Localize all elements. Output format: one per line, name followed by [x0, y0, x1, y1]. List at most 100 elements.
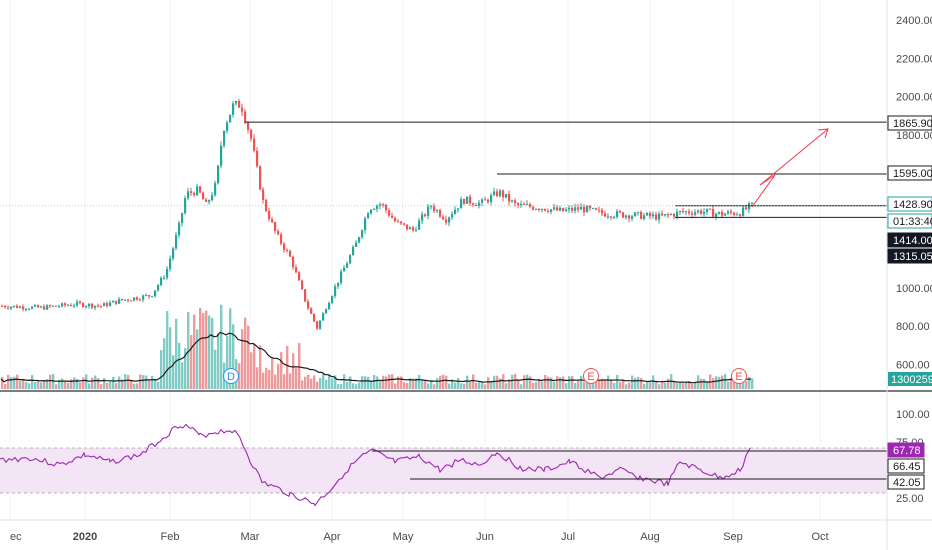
- rsi-tags: 67.78 66.45 42.05: [887, 442, 925, 490]
- volume-bar: [328, 374, 331, 389]
- candle-body: [85, 306, 88, 308]
- candle-body: [424, 214, 427, 216]
- candle-body: [646, 212, 649, 216]
- candle-body: [196, 186, 199, 196]
- volume-bar: [700, 378, 703, 389]
- candle-body: [502, 190, 505, 198]
- earnings-marker-sep[interactable]: E: [731, 368, 747, 384]
- earnings-marker-jul[interactable]: E: [583, 368, 599, 384]
- candle-body: [721, 211, 724, 216]
- candle-body: [256, 150, 259, 167]
- candle-body: [460, 199, 463, 209]
- candle-body: [226, 122, 229, 131]
- volume-bar: [607, 375, 610, 389]
- candle-body: [148, 295, 151, 297]
- candle-body: [136, 297, 139, 300]
- volume-bar: [40, 382, 43, 389]
- volume-bar: [640, 378, 643, 389]
- volume-bar: [412, 378, 415, 389]
- volume-bar: [16, 374, 19, 389]
- volume-bar: [289, 373, 292, 389]
- candle-body: [262, 189, 265, 200]
- volume-bar: [550, 377, 553, 389]
- svg-text:1414.00: 1414.00: [893, 235, 932, 247]
- candle-body: [466, 196, 469, 204]
- volume-bar: [133, 383, 136, 389]
- volume-bar: [127, 374, 130, 389]
- volume-bar: [244, 317, 247, 389]
- candle-body: [28, 308, 31, 310]
- support-resistance-lines[interactable]: [0, 121, 887, 218]
- candle-body: [187, 191, 190, 199]
- candle-body: [655, 214, 658, 220]
- candle-body: [604, 213, 607, 217]
- candle-body: [616, 211, 619, 217]
- candle-body: [292, 256, 295, 268]
- candle-body: [286, 249, 289, 251]
- volume-bar: [346, 381, 349, 389]
- volume-bar: [166, 311, 169, 389]
- volume-bar: [265, 367, 268, 389]
- volume-bar: [454, 382, 457, 389]
- volume-bar: [148, 380, 151, 389]
- candle-body: [637, 211, 640, 213]
- candle-body: [43, 306, 46, 310]
- candle-body: [451, 214, 454, 218]
- candle-body: [583, 206, 586, 213]
- volume-bar: [703, 378, 706, 389]
- candle-body: [397, 221, 400, 223]
- time-axis[interactable]: ec 2020 Feb Mar Apr May Jun Jul Aug Sep Oct: [10, 531, 829, 543]
- volume-bar: [229, 308, 232, 389]
- volume-bar: [382, 375, 385, 389]
- volume-bar: [205, 310, 208, 389]
- volume-bar: [220, 304, 223, 389]
- volume-bar: [319, 378, 322, 389]
- candle-body: [34, 305, 37, 307]
- candle-body: [565, 209, 568, 212]
- rsi-tick-label: 100.00: [896, 409, 930, 421]
- volume-bar: [535, 381, 538, 389]
- candle-body: [556, 207, 559, 211]
- candle-body: [79, 301, 82, 304]
- volume-bar: [430, 379, 433, 389]
- volume-bar: [334, 375, 337, 389]
- volume-bar: [484, 384, 487, 389]
- candlestick-series[interactable]: [1, 98, 754, 331]
- volume-bar: [259, 345, 262, 389]
- volume-bar: [379, 381, 382, 389]
- candle-body: [109, 302, 112, 306]
- price-axis[interactable]: 2400.00 2200.00 2000.00 1800.00 1000.00 800.0…: [896, 15, 932, 371]
- svg-text:67.78: 67.78: [893, 445, 921, 457]
- volume-bar: [262, 372, 265, 389]
- candle-body: [685, 211, 688, 213]
- projection-arrow[interactable]: [751, 128, 829, 208]
- candle-body: [640, 211, 643, 219]
- svg-text:1315.05: 1315.05: [893, 251, 932, 263]
- candle-body: [454, 209, 457, 215]
- volume-bar: [688, 381, 691, 389]
- price-tag: 1414.00: [887, 232, 932, 248]
- candle-body: [250, 129, 253, 139]
- volume-bar: [427, 383, 430, 389]
- candle-body: [13, 305, 16, 307]
- volume-bar: [193, 314, 196, 389]
- volume-bar: [112, 377, 115, 389]
- volume-bar: [364, 376, 367, 389]
- dividend-marker[interactable]: D: [223, 368, 239, 384]
- candle-body: [217, 165, 220, 184]
- volume-bar: [718, 376, 721, 389]
- volume-bar: [748, 376, 751, 389]
- candle-body: [247, 122, 250, 130]
- volume-bar: [493, 375, 496, 389]
- candle-body: [223, 130, 226, 146]
- time-label: Jul: [561, 531, 575, 543]
- volume-bar: [628, 382, 631, 389]
- candle-body: [673, 214, 676, 217]
- candle-body: [106, 303, 109, 306]
- candle-body: [349, 255, 352, 264]
- volume-bar: [358, 382, 361, 389]
- candle-body: [445, 219, 448, 223]
- candle-body: [727, 211, 730, 214]
- candle-body: [676, 211, 679, 217]
